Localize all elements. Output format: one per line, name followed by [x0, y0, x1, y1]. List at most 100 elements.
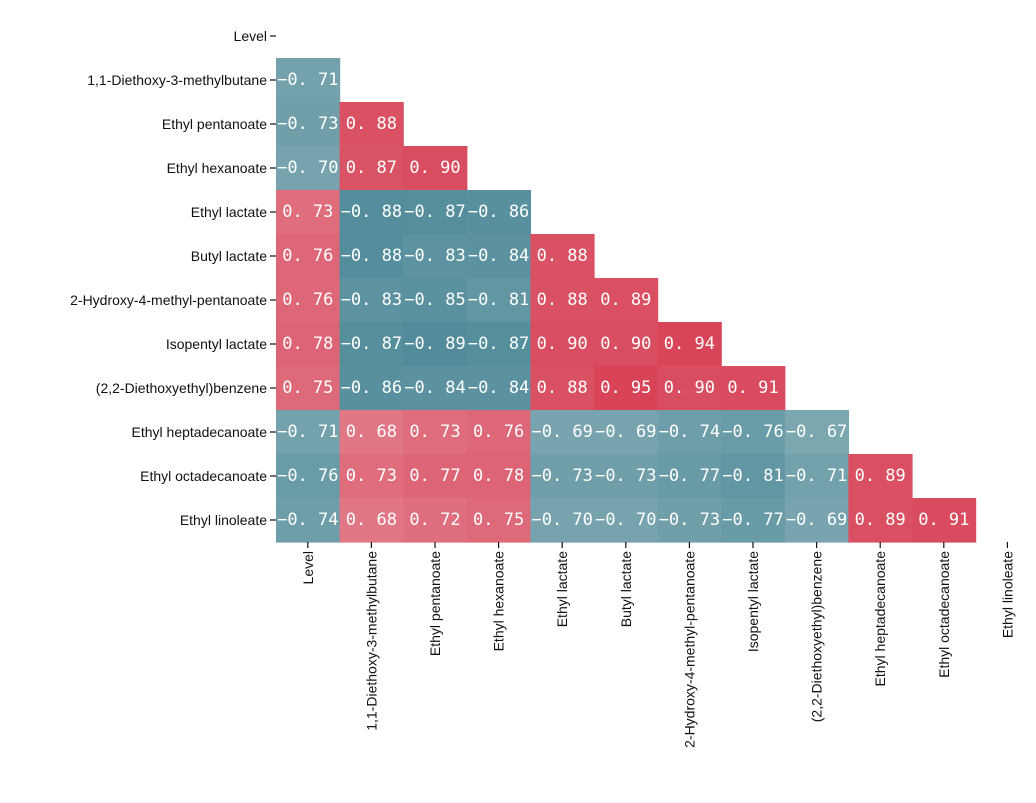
heatmap-cell-8-3 [466, 366, 531, 411]
heatmap-cell-4-1 [339, 190, 404, 235]
heatmap-cell-10-3 [466, 454, 531, 499]
x-tick-label-ethyl-heptadecanoate: Ethyl heptadecanoate [872, 551, 888, 687]
cell-value-label: 0. 75 [282, 378, 333, 398]
heatmap-cell-9-0 [276, 410, 341, 455]
heatmap-cell-9-3 [466, 410, 531, 455]
y-tick-label-ethyl-octadecanoate: Ethyl octadecanoate [140, 468, 267, 484]
cell-value-label: 0. 90 [600, 334, 651, 354]
y-tick-label-1-1-diethoxy-3-methylbutane: 1,1-Diethoxy-3-methylbutane [87, 72, 267, 88]
cell-value-label: −0. 70 [595, 510, 656, 530]
heatmap-cell-8-0 [276, 366, 341, 411]
cell-value-label: 0. 90 [409, 158, 460, 178]
y-tick-label-butyl-lactate: Butyl lactate [191, 248, 267, 264]
cell-value-label: 0. 90 [664, 378, 715, 398]
heatmap-cell-11-4 [530, 498, 595, 543]
cell-value-label: −0. 84 [404, 378, 465, 398]
heatmap-cell-3-2 [403, 146, 468, 191]
cell-value-label: −0. 76 [277, 466, 338, 486]
cell-value-label: 0. 91 [918, 510, 969, 530]
cell-value-label: 0. 89 [855, 466, 906, 486]
heatmap-cells [276, 58, 977, 543]
heatmap-cell-7-6 [657, 322, 722, 367]
cell-value-label: 0. 88 [346, 114, 397, 134]
y-tick-label-ethyl-pentanoate: Ethyl pentanoate [162, 116, 267, 132]
heatmap-cell-7-2 [403, 322, 468, 367]
heatmap-cell-8-7 [721, 366, 786, 411]
heatmap-cell-3-0 [276, 146, 341, 191]
cell-value-label: −0. 87 [468, 334, 529, 354]
heatmap-cell-8-4 [530, 366, 595, 411]
cell-value-label: 0. 73 [346, 466, 397, 486]
heatmap-cell-10-5 [594, 454, 659, 499]
heatmap-cell-6-1 [339, 278, 404, 323]
heatmap-cell-11-0 [276, 498, 341, 543]
y-tick-label-isopentyl-lactate: Isopentyl lactate [166, 336, 267, 352]
cell-value-label: −0. 73 [659, 510, 720, 530]
cell-value-label: −0. 81 [468, 290, 529, 310]
heatmap-cell-8-2 [403, 366, 468, 411]
cell-value-label: −0. 73 [531, 466, 592, 486]
heatmap-cell-7-4 [530, 322, 595, 367]
cell-value-label: 0. 88 [537, 246, 588, 266]
x-tick-label-2-hydroxy-4-methyl-pentanoate: 2-Hydroxy-4-methyl-pentanoate [681, 551, 697, 748]
cell-value-label: 0. 90 [537, 334, 588, 354]
heatmap-cell-9-6 [657, 410, 722, 455]
heatmap-cell-5-1 [339, 234, 404, 279]
heatmap-cell-7-0 [276, 322, 341, 367]
cell-value-label: −0. 71 [786, 466, 847, 486]
cell-value-label: 0. 78 [473, 466, 524, 486]
cell-value-label: 0. 73 [282, 202, 333, 222]
heatmap-cell-10-0 [276, 454, 341, 499]
heatmap-cell-8-5 [594, 366, 659, 411]
y-tick-label-2-hydroxy-4-methyl-pentanoate: 2-Hydroxy-4-methyl-pentanoate [70, 292, 267, 308]
cell-value-label: 0. 76 [282, 290, 333, 310]
heatmap-cell-5-0 [276, 234, 341, 279]
cell-value-label: −0. 88 [341, 202, 402, 222]
heatmap-cell-5-3 [466, 234, 531, 279]
cell-value-label: −0. 87 [404, 202, 465, 222]
cell-value-label: 0. 77 [409, 466, 460, 486]
cell-value-label: 0. 68 [346, 422, 397, 442]
heatmap-cell-10-8 [784, 454, 849, 499]
cell-value-label: −0. 69 [786, 510, 847, 530]
heatmap-cell-10-1 [339, 454, 404, 499]
cell-value-label: −0. 70 [277, 158, 338, 178]
heatmap-cell-11-3 [466, 498, 531, 543]
cell-value-label: −0. 88 [341, 246, 402, 266]
heatmap-cell-9-5 [594, 410, 659, 455]
heatmap-cell-3-1 [339, 146, 404, 191]
cell-value-label: 0. 88 [537, 378, 588, 398]
heatmap-cell-2-0 [276, 102, 341, 147]
cell-value-label: 0. 76 [473, 422, 524, 442]
y-axis: Level 1,1-Diethoxy-3-methylbutane Ethyl pe… [70, 28, 276, 528]
heatmap-cell-11-2 [403, 498, 468, 543]
heatmap-cell-6-2 [403, 278, 468, 323]
x-tick-label-ethyl-lactate: Ethyl lactate [554, 551, 570, 627]
heatmap-cell-11-9 [848, 498, 913, 543]
y-tick-label-ethyl-lactate: Ethyl lactate [191, 204, 267, 220]
cell-value-label: −0. 86 [341, 378, 402, 398]
y-tick-label-2-2-diethoxyethyl-benzene: (2,2-Diethoxyethyl)benzene [96, 380, 267, 396]
cell-value-label: 0. 72 [409, 510, 460, 530]
heatmap-cell-6-3 [466, 278, 531, 323]
y-tick-label-ethyl-linoleate: Ethyl linoleate [180, 512, 267, 528]
cell-value-label: −0. 81 [722, 466, 783, 486]
heatmap-cell-6-4 [530, 278, 595, 323]
cell-value-label: −0. 71 [277, 70, 338, 90]
cell-value-label: 0. 89 [600, 290, 651, 310]
heatmap-cell-9-7 [721, 410, 786, 455]
cell-value-label: 0. 94 [664, 334, 715, 354]
cell-value-label: 0. 78 [282, 334, 333, 354]
heatmap-cell-4-0 [276, 190, 341, 235]
cell-value-label: 0. 89 [855, 510, 906, 530]
cell-value-label: −0. 77 [722, 510, 783, 530]
y-tick-label-ethyl-hexanoate: Ethyl hexanoate [167, 160, 268, 176]
heatmap-cell-11-8 [784, 498, 849, 543]
heatmap-cell-10-7 [721, 454, 786, 499]
cell-value-label: 0. 95 [600, 378, 651, 398]
heatmap-cell-2-1 [339, 102, 404, 147]
cell-value-label: −0. 74 [277, 510, 338, 530]
heatmap-cell-7-3 [466, 322, 531, 367]
heatmap-cell-11-10 [912, 498, 977, 543]
cell-value-label: 0. 76 [282, 246, 333, 266]
